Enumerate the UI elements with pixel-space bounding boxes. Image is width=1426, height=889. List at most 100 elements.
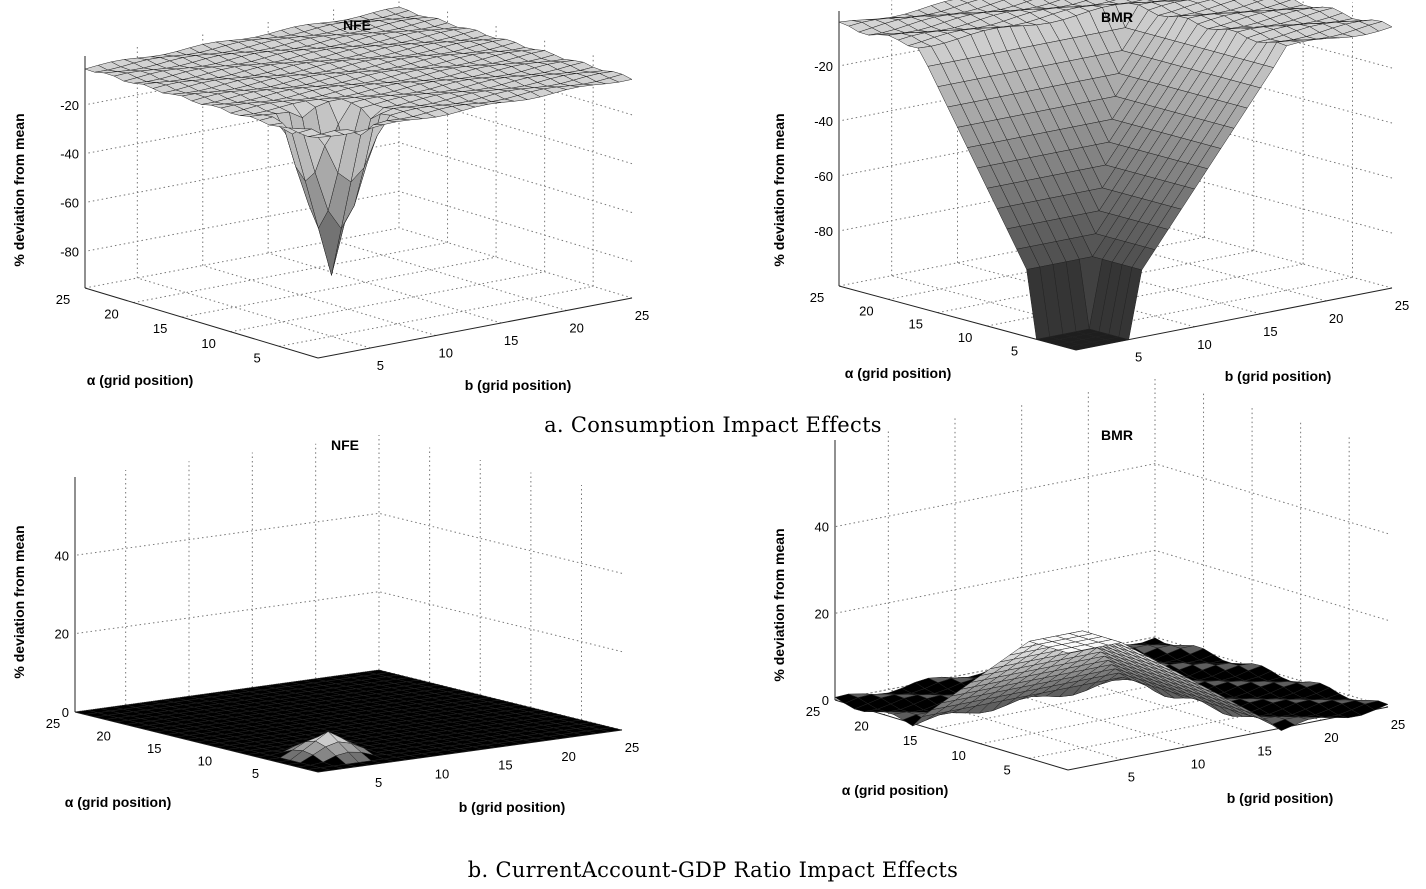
- gridline: [279, 285, 594, 347]
- y-axis-label: b (grid position): [1227, 790, 1334, 806]
- chart-grid: [84, 0, 633, 349]
- gridline: [230, 271, 545, 333]
- y-tick-label: 20: [1324, 730, 1338, 745]
- surface-patch: [307, 767, 331, 773]
- surface: [834, 630, 1389, 731]
- gridline: [133, 242, 448, 304]
- gridline: [181, 256, 497, 318]
- section-caption-consumption: a. Consumption Impact Effects: [544, 413, 882, 437]
- y-tick-label: 5: [1128, 770, 1135, 785]
- gridline: [74, 512, 623, 574]
- x-tick-label: 25: [56, 292, 70, 307]
- x-axis-line: [84, 287, 319, 359]
- chart-svg: 5 10 15 20 25 5 10 15 20 25 -20 -40 -60 -80 NFE α (grid…: [11, 0, 649, 393]
- x-tick-label: 15: [153, 321, 167, 336]
- z-tick-label: 20: [815, 606, 829, 621]
- x-tick-label: 5: [252, 766, 259, 781]
- surface-patch: [1058, 647, 1082, 654]
- z-tick-label: -20: [814, 59, 833, 74]
- z-tick-label: -20: [60, 98, 79, 113]
- gridline: [74, 591, 623, 653]
- z-tick-label: -80: [814, 224, 833, 239]
- z-axis-label: % deviation from mean: [11, 525, 27, 678]
- z-tick-label: -40: [814, 114, 833, 129]
- y-axis-label: b (grid position): [465, 377, 572, 393]
- x-axis-label: α (grid position): [842, 782, 949, 798]
- y-tick-label: 20: [1329, 311, 1343, 326]
- chart-panel-current-account-nfe: 5 10 15 20 25 5 10 15 20 25 0 20 40 NFE α (grid positi…: [0, 432, 713, 832]
- gridline: [834, 463, 1389, 535]
- z-tick-label: -60: [814, 169, 833, 184]
- y-tick-label: 15: [498, 758, 512, 773]
- x-tick-label: 20: [104, 307, 118, 322]
- y-axis-label: b (grid position): [1225, 368, 1332, 384]
- x-tick-label: 15: [903, 733, 917, 748]
- y-tick-label: 20: [569, 321, 583, 336]
- y-tick-label: 25: [625, 740, 639, 755]
- gridline: [137, 277, 371, 349]
- x-tick-label: 25: [46, 716, 60, 731]
- x-tick-label: 10: [198, 754, 212, 769]
- chart-title: BMR: [1101, 427, 1133, 443]
- z-tick-label: 40: [815, 520, 829, 535]
- x-tick-label: 15: [147, 741, 161, 756]
- y-tick-label: 25: [1395, 298, 1409, 313]
- x-tick-label: 5: [254, 350, 261, 365]
- x-axis-label: α (grid position): [65, 794, 172, 810]
- y-tick-label: 10: [1191, 756, 1205, 771]
- tick-labels: 5 10 15 20 25 5 10 15 20 25 -20 -40 -60 -80: [810, 59, 1409, 365]
- gridline: [1089, 236, 1327, 302]
- z-axis-label: % deviation from mean: [771, 528, 787, 681]
- x-tick-label: 20: [859, 303, 873, 318]
- z-axis-label: % deviation from mean: [11, 113, 27, 266]
- gridline: [333, 240, 567, 311]
- y-tick-label: 20: [561, 749, 575, 764]
- gridline: [931, 665, 1253, 730]
- x-tick-label: 15: [909, 317, 923, 332]
- y-tick-label: 10: [435, 766, 449, 781]
- z-tick-label: -60: [60, 196, 79, 211]
- x-tick-label: 10: [201, 336, 215, 351]
- tick-labels: 5 10 15 20 25 5 10 15 20 25 -20 -40 -60 -80: [56, 98, 649, 373]
- gridline: [1154, 223, 1393, 289]
- gridline: [838, 168, 1393, 234]
- z-tick-label: 0: [62, 705, 69, 720]
- chart-panel-consumption-bmr: 5 10 15 20 25 5 10 15 20 25 -20 -40 -60 -80 BMR α (grid…: [760, 0, 1426, 400]
- chart-panel-consumption-nfe: 5 10 15 20 25 5 10 15 20 25 -20 -40 -60 -80 NFE α (grid…: [0, 0, 713, 400]
- y-tick-label: 25: [635, 308, 649, 323]
- chart-title: NFE: [331, 437, 359, 453]
- y-tick-label: 15: [1263, 324, 1277, 339]
- x-tick-label: 10: [951, 748, 965, 763]
- surface: [84, 6, 633, 276]
- surface: [74, 669, 623, 773]
- gridline: [84, 142, 633, 214]
- surface-patch: [1066, 344, 1090, 351]
- x-tick-label: 25: [810, 290, 824, 305]
- gridline: [834, 549, 1389, 621]
- y-tick-label: 25: [1391, 717, 1405, 732]
- y-tick-label: 10: [1197, 337, 1211, 352]
- y-tick-label: 15: [504, 333, 518, 348]
- gridline: [84, 227, 400, 289]
- z-tick-label: -40: [60, 147, 79, 162]
- z-tick-label: 40: [55, 548, 69, 563]
- y-tick-label: 10: [439, 346, 453, 361]
- x-tick-label: 20: [96, 729, 110, 744]
- z-tick-label: 0: [822, 693, 829, 708]
- chart-title: BMR: [1101, 9, 1133, 25]
- y-tick-label: 15: [1257, 743, 1271, 758]
- x-tick-label: 20: [854, 719, 868, 734]
- x-axis-label: α (grid position): [87, 372, 194, 388]
- gridline: [1023, 249, 1261, 315]
- chart-title: NFE: [343, 17, 371, 33]
- chart-panel-current-account-bmr: 5 10 15 20 25 5 10 15 20 25 0 20 40 BMR α (grid positi…: [760, 377, 1426, 825]
- y-axis-line: [317, 297, 633, 359]
- y-tick-label: 5: [375, 775, 382, 790]
- surface: [838, 0, 1393, 351]
- surface-patch: [1252, 0, 1264, 3]
- x-tick-label: 10: [958, 330, 972, 345]
